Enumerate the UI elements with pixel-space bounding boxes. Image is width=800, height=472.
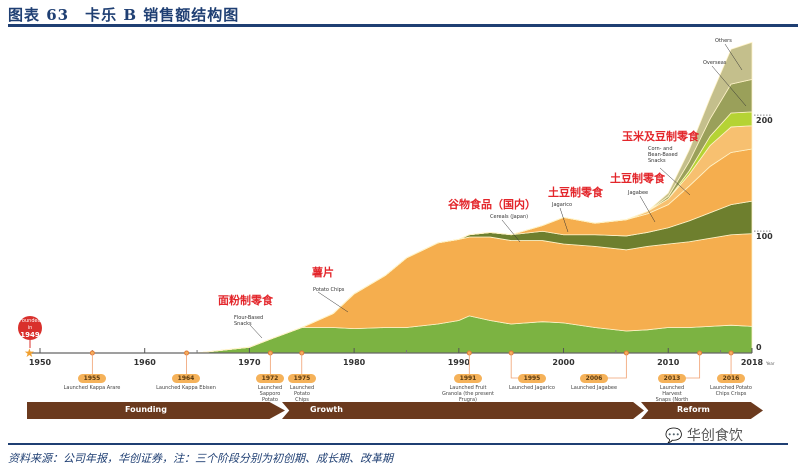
stage-reform-band (641, 402, 763, 419)
milestone-year-pill: 2006 (580, 374, 608, 383)
y-tick-label: 0 (756, 343, 762, 352)
milestone-description: Launched Kappa Arare (63, 385, 121, 391)
title-divider (8, 24, 798, 27)
milestone-description: Launched Fruit Granola (the present Frug… (441, 385, 495, 403)
footer-divider (8, 443, 788, 445)
milestone-year-pill: 1955 (78, 374, 106, 383)
annotation-pointer-6 (711, 65, 747, 107)
area-series-7 (197, 41, 753, 354)
milestone-description: Launched Potato Chips Crisps (710, 385, 752, 397)
stacked-area-chart: 1950 1960 1970 1980 1990 2000 2010 2018 Year 0 100… (24, 41, 775, 379)
milestone-description: Launched Sapporo Potato (257, 385, 283, 403)
annotation-pointer-1 (317, 291, 349, 313)
watermark: 💬 华创食饮 (665, 425, 743, 445)
annotation-cn-corn-bean: 玉米及豆制零食 (622, 130, 699, 143)
annotation-cn-potato-chips: 薯片 (312, 266, 334, 279)
annotation-en-jagabee: Jagabee (628, 190, 649, 196)
annotation-pointer-2 (501, 219, 521, 243)
annotation-cn-jagabee: 土豆制零食 (610, 172, 665, 185)
annotation-pointer-5 (659, 167, 691, 196)
founded-text: Founded in (19, 318, 41, 331)
annotation-cn-flour: 面粉制零食 (218, 294, 273, 307)
x-tick-label: 1960 (134, 358, 157, 367)
stage-founding-label: Founding (125, 405, 167, 414)
x-tick-label: 2010 (657, 358, 680, 367)
annotation-cn-jagarico: 土豆制零食 (548, 186, 603, 199)
wechat-icon: 💬 (665, 428, 683, 444)
x-tick-label: 1980 (343, 358, 366, 367)
x-tick-label: 2000 (552, 358, 575, 367)
milestone-year-pill: 2013 (658, 374, 686, 383)
source-note: 资料来源：公司年报，华创证券，注：三个阶段分别为初创期、成长期、改革期 (8, 452, 393, 465)
milestone-year-pill: 1995 (518, 374, 546, 383)
founded-badge: Founded in 1949 (18, 316, 42, 340)
milestone-description: Launched Jagarico (509, 385, 555, 391)
annotation-pointer-7 (724, 43, 743, 71)
milestone-year-pill: 1972 (256, 374, 284, 383)
star-icon: ★ (24, 346, 35, 360)
annotation-pointer-4 (639, 195, 656, 223)
figure-title: 图表 63 卡乐 B 销售额结构图 (8, 6, 240, 24)
watermark-text: 华创食饮 (686, 428, 743, 444)
annotation-en-flour: Flour-Based Snacks (234, 315, 264, 327)
founded-year: 1949 (20, 331, 40, 339)
x-tick-label: 1950 (29, 358, 52, 367)
annotation-pointer-0 (249, 324, 263, 339)
y-tick-label: 200 (756, 116, 773, 125)
x-tick-label: 1990 (448, 358, 471, 367)
milestone-year-pill: 1975 (288, 374, 316, 383)
stage-reform-label: Reform (677, 405, 710, 414)
annotation-pointer-3 (559, 207, 569, 233)
x-unit-label: Year (765, 361, 775, 366)
annotation-en-others: Others (715, 38, 732, 44)
stage-founding-band (27, 402, 285, 419)
annotation-en-corn-bean: Corn- and Bean-Based Snacks (648, 146, 678, 164)
milestone-description: Launched Kappa Ebisen (156, 385, 216, 391)
annotation-cn-cereals: 谷物食品（国内） (448, 198, 536, 211)
annotation-en-jagarico: Jagarico (552, 202, 573, 208)
annotation-en-overseas: Overseas (703, 60, 727, 66)
y-tick-label: 100 (756, 232, 773, 241)
x-tick-label: 2018 (741, 358, 764, 367)
stage-growth-label: Growth (310, 405, 343, 414)
stage-growth-band (282, 402, 644, 419)
milestone-description: Launched Jagabee (570, 385, 618, 391)
x-tick-label: 1970 (238, 358, 261, 367)
milestone-description: Launched Potato Chips (289, 385, 315, 403)
milestone-year-pill: 1964 (172, 374, 200, 383)
milestone-year-pill: 2016 (717, 374, 745, 383)
annotation-en-potato-chips: Potato Chips (313, 287, 345, 293)
milestone-year-pill: 1991 (454, 374, 482, 383)
annotation-en-cereals: Cereals (Japan) (490, 214, 529, 220)
